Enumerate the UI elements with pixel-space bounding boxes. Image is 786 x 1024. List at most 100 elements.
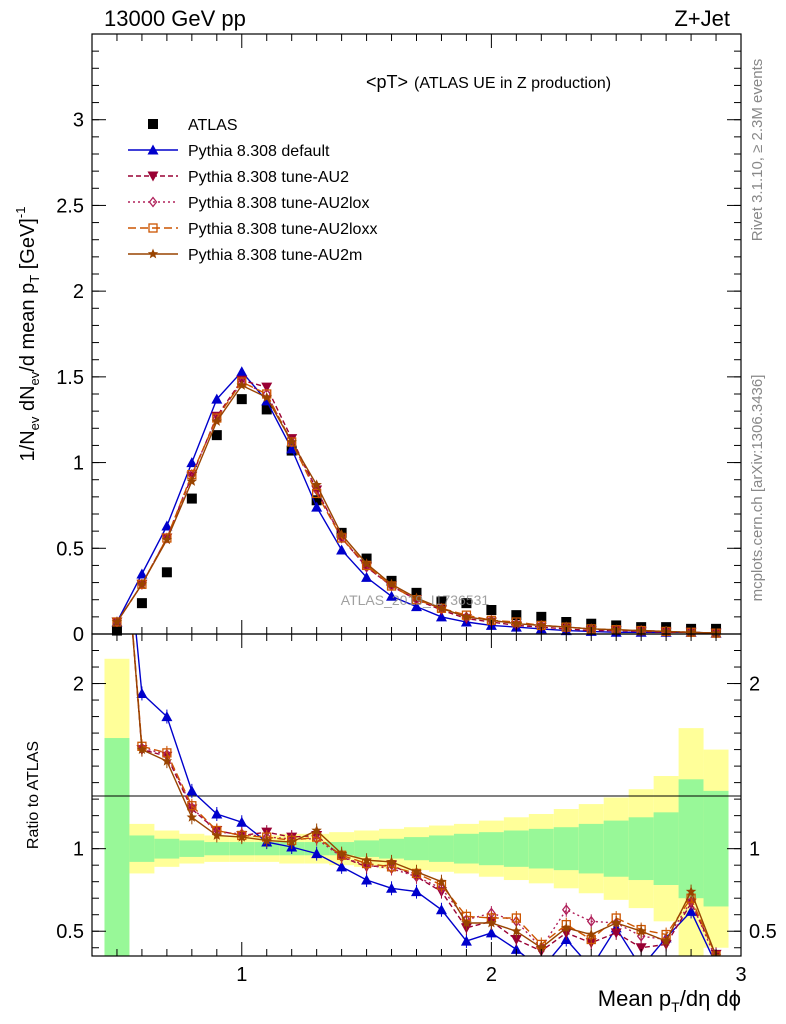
main-point-au2m xyxy=(361,558,372,569)
main-point-au2m xyxy=(261,391,272,402)
legend-label-data: ATLAS xyxy=(188,117,238,134)
ratio-point-au2m xyxy=(461,917,472,928)
ratio-band-inner xyxy=(379,838,405,859)
ratio-point-au2m xyxy=(386,856,397,867)
legend-marker-default xyxy=(147,144,159,155)
main-point-au2m xyxy=(536,619,547,630)
ratio-point-default xyxy=(211,808,223,819)
ratio-point-default xyxy=(361,874,373,885)
legend-label-au2loxx: Pythia 8.308 tune-AU2loxx xyxy=(188,221,377,238)
main-point-au2m xyxy=(511,618,522,629)
ratio-band-inner xyxy=(653,812,679,885)
ratio-point-au2 xyxy=(610,928,622,939)
main-panel: ATLAS_2019_I1736531 0 0.5 1 1.5 2 2.5 3 <pT> (… xyxy=(13,33,742,646)
y-tick-label: 2.5 xyxy=(56,195,84,217)
ratio-point-au2m xyxy=(436,876,447,887)
main-point-default xyxy=(136,568,148,579)
main-point-data xyxy=(161,567,172,578)
main-point-data xyxy=(311,495,322,506)
ratio-band-inner xyxy=(354,840,380,857)
ratio-point-au2 xyxy=(635,943,647,954)
ratio-point-au2m xyxy=(611,917,622,928)
ratio-point-au2m xyxy=(311,825,322,835)
ratio-point-au2m xyxy=(361,854,372,865)
main-point-au2m xyxy=(236,379,247,390)
ratio-point-au2loxx xyxy=(511,913,521,923)
y-tick-label: 1 xyxy=(73,453,84,475)
y-tick-label: 3 xyxy=(73,110,84,132)
y-tick-label: 1 xyxy=(73,839,84,861)
main-point-default xyxy=(411,601,422,612)
ratio-band-inner xyxy=(129,835,155,862)
ratio-point-au2lox xyxy=(586,915,596,927)
plot-title: <pT> xyxy=(366,72,408,92)
ratio-band-inner xyxy=(453,833,479,864)
main-point-au2m xyxy=(436,602,447,613)
main-point-au2 xyxy=(261,382,273,393)
y-tick-label: 2 xyxy=(73,674,84,696)
main-point-default xyxy=(161,520,173,531)
ratio-point-au2m xyxy=(411,866,422,877)
ratio-band-inner xyxy=(503,830,529,867)
ratio-point-default xyxy=(460,935,472,946)
x-axis-label: Mean pT/dη dϕ xyxy=(598,986,741,1015)
ratio-band-inner xyxy=(578,823,604,874)
ratio-point-au2m xyxy=(261,834,272,845)
legend: ATLAS Pythia 8.308 default Pythia 8.308 tu… xyxy=(128,117,377,264)
ratio-point-au2m xyxy=(236,831,247,842)
plot-subtitle: (ATLAS UE in Z production) xyxy=(414,75,611,92)
ratio-point-au2 xyxy=(510,934,522,945)
ratio-point-default xyxy=(161,711,173,722)
y-tick-label-right: 0.5 xyxy=(749,921,777,943)
ratio-band-inner xyxy=(404,837,429,861)
ratio-point-default xyxy=(236,816,248,827)
ratio-point-au2m xyxy=(186,811,198,822)
ratio-point-default xyxy=(685,905,697,916)
legend-marker-au2m xyxy=(147,248,159,259)
legend-marker-au2 xyxy=(147,171,159,182)
main-point-data xyxy=(186,493,197,504)
ratio-band-inner xyxy=(478,832,504,866)
header-right: Z+Jet xyxy=(674,6,730,31)
legend-label-default: Pythia 8.308 default xyxy=(188,143,330,160)
main-point-data xyxy=(436,596,447,607)
ratio-point-au2m xyxy=(586,929,597,939)
main-x-axis xyxy=(116,34,742,634)
ratio-point-au2m xyxy=(660,935,672,946)
ratio-point-au2m xyxy=(161,755,173,766)
ratio-band-inner xyxy=(553,827,579,871)
main-point-default xyxy=(386,590,398,601)
ratio-point-au2lox xyxy=(686,895,696,908)
ratio-band-inner xyxy=(229,842,255,856)
ratio-y-axis: 0.5 0.5 1 1 2 2 xyxy=(56,633,777,949)
main-point-data xyxy=(236,394,247,405)
main-point-data xyxy=(511,610,522,621)
watermark: ATLAS_2019_I1736531 xyxy=(341,592,490,608)
y-tick-label: 0.5 xyxy=(56,921,84,943)
ratio-point-au2m xyxy=(336,848,347,859)
main-point-data xyxy=(136,598,147,609)
ratio-band-inner xyxy=(528,828,554,869)
legend-marker-data xyxy=(148,119,158,129)
mcplots-label: mcplots.cern.ch [arXiv:1306.3436] xyxy=(749,375,766,602)
ratio-point-au2m xyxy=(511,925,522,936)
x-tick-label: 2 xyxy=(486,964,497,986)
main-point-au2m xyxy=(336,529,347,539)
main-point-default xyxy=(435,611,447,622)
ratio-band-inner xyxy=(204,842,230,856)
ratio-point-default xyxy=(136,687,148,698)
ratio-point-au2m xyxy=(486,917,497,928)
main-point-default xyxy=(236,366,248,377)
ratio-panel: 0.5 0.5 1 1 2 2 1 2 3 Ratio to ATLAS Mean pT/dη… xyxy=(25,633,777,1015)
main-point-au2m xyxy=(211,415,222,426)
x-tick-label: 1 xyxy=(236,964,247,986)
main-point-default xyxy=(336,544,348,555)
ratio-point-au2m xyxy=(536,942,547,953)
main-point-data xyxy=(536,611,547,622)
main-point-data xyxy=(211,430,222,441)
main-point-data xyxy=(486,605,497,615)
ratio-bands xyxy=(104,658,729,956)
main-point-au2m xyxy=(286,436,297,447)
ratio-point-default xyxy=(435,904,447,915)
